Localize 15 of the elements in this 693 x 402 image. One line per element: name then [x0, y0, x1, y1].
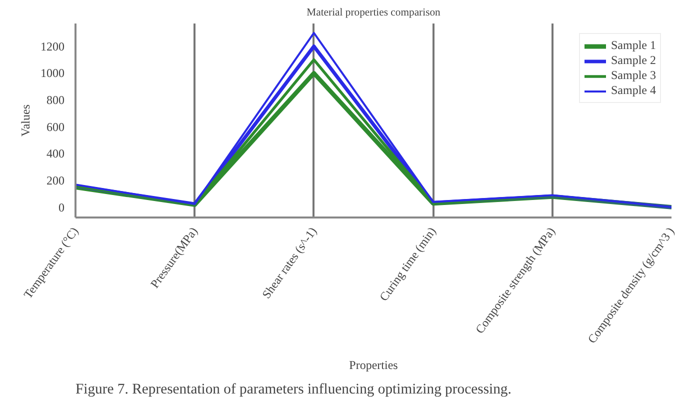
chart-title: Material properties comparison: [306, 8, 442, 18]
legend-label: Sample 2: [611, 53, 656, 68]
y-tick-label: 1000: [40, 66, 64, 80]
y-axis-title: Values: [18, 104, 32, 136]
y-tick-label: 200: [46, 174, 64, 188]
x-axis-title: Properties: [349, 358, 398, 372]
y-tick-label: 1200: [40, 39, 64, 54]
y-tick-label: 600: [46, 120, 64, 134]
legend-label: Sample 3: [611, 68, 656, 83]
caption: Figure 7. Representation of parameters influencing optimizing processing.: [76, 382, 512, 398]
y-tick-label: 0: [58, 200, 64, 214]
legend-label: Sample 1: [611, 38, 656, 53]
y-tick-label: 800: [46, 93, 64, 108]
legend-label: Sample 4: [611, 83, 656, 98]
y-tick-label: 400: [46, 146, 64, 161]
